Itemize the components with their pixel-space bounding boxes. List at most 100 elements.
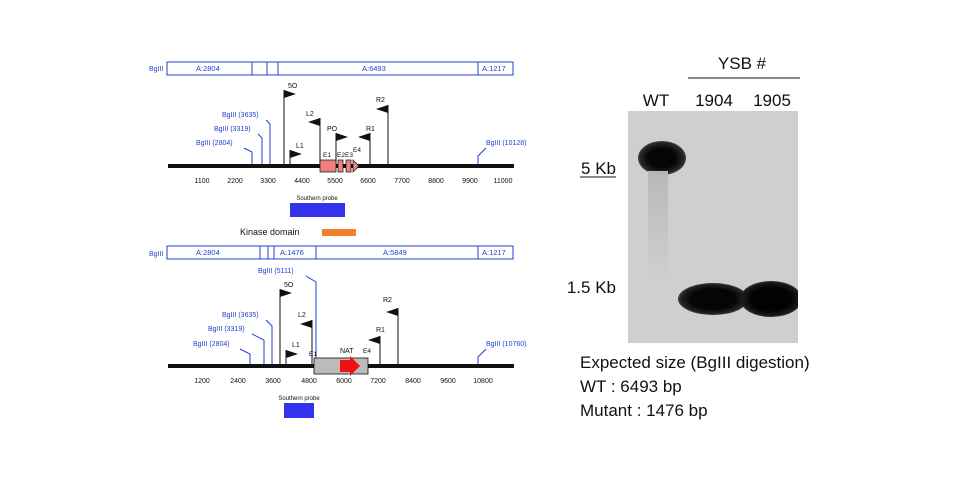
top-exon-e3 bbox=[345, 159, 352, 173]
top-exon-e1 bbox=[319, 159, 337, 173]
southern-blot-image bbox=[628, 111, 798, 343]
svg-text:5O: 5O bbox=[284, 282, 294, 289]
top-probe-label: Southern probe bbox=[296, 196, 338, 202]
bottom-primer-l1: L1 bbox=[285, 342, 300, 366]
top-segment-bar bbox=[166, 61, 514, 76]
wt-band bbox=[638, 141, 686, 175]
bottom-axis-tick: 1200 bbox=[194, 378, 210, 385]
top-exon-e2-label: E2 bbox=[337, 152, 345, 159]
bottom-axis-tick: 9600 bbox=[440, 378, 456, 385]
top-gene-map: BgIII A:2804 A:6493 A:1217 5O L2 PO R2 bbox=[149, 61, 526, 237]
bottom-exon-e1-label: E1 bbox=[309, 351, 317, 358]
nat-marker-arrow bbox=[340, 356, 360, 376]
svg-text:R1: R1 bbox=[376, 327, 385, 334]
bottom-probe-label: Southern probe bbox=[278, 396, 320, 402]
bottom-primer-l2: L2 bbox=[298, 312, 313, 366]
bottom-bar-segment-a1217: A:1217 bbox=[482, 248, 506, 257]
bottom-site-3319: BgIII (3319) bbox=[208, 326, 245, 333]
bottom-gene-map: BgIII A:2804 A:1476 A:5849 A:1217 5O L2 … bbox=[149, 245, 526, 418]
caption-line-2: WT : 6493 bp bbox=[580, 377, 682, 396]
bottom-bar-segment-a5849: A:5849 bbox=[383, 248, 407, 257]
top-southern-probe bbox=[290, 203, 345, 217]
blot-smear bbox=[648, 171, 668, 281]
top-axis-tick: 9900 bbox=[462, 178, 478, 185]
bottom-bar-bgiii-label: BgIII bbox=[149, 251, 163, 258]
bottom-axis-tick: 7200 bbox=[370, 378, 386, 385]
bottom-bar-segment-a2804: A:2804 bbox=[196, 248, 220, 257]
top-exon-e4 bbox=[352, 159, 360, 173]
top-site-2804: BgIII (2804) bbox=[196, 140, 233, 147]
svg-text:R1: R1 bbox=[366, 126, 375, 133]
lane-label-wt: WT bbox=[643, 91, 669, 110]
lane-label-1904: 1904 bbox=[695, 91, 733, 110]
bottom-bgiii-sites: BgIII (5111) BgIII (3635) BgIII (3319) B… bbox=[193, 268, 526, 366]
bottom-primer-r1: R1 bbox=[368, 327, 385, 366]
top-axis-tick: 11000 bbox=[494, 178, 513, 185]
top-exon-e2 bbox=[337, 159, 344, 173]
top-site-3635: BgIII (3635) bbox=[222, 112, 259, 119]
bottom-exon-e4-label: E4 bbox=[363, 348, 371, 355]
lane-label-1905: 1905 bbox=[753, 91, 791, 110]
top-bar-segment-a1217: A:1217 bbox=[482, 64, 506, 73]
top-bar-segment-a6493: A:6493 bbox=[362, 64, 386, 73]
ysb-header: YSB # bbox=[718, 54, 767, 73]
svg-text:R2: R2 bbox=[383, 297, 392, 304]
kinase-domain-bar bbox=[322, 229, 356, 236]
mutant-1904-band bbox=[678, 283, 748, 315]
svg-text:PO: PO bbox=[327, 126, 338, 133]
mutant-1905-band bbox=[740, 281, 798, 317]
kinase-domain-label: Kinase domain bbox=[240, 227, 300, 237]
top-axis-tick: 6600 bbox=[360, 178, 376, 185]
bottom-axis-tick: 8400 bbox=[405, 378, 421, 385]
top-primer-r1: R1 bbox=[358, 126, 375, 166]
top-primer-l1: L1 bbox=[289, 143, 304, 166]
svg-text:L2: L2 bbox=[306, 111, 314, 118]
top-axis-tick: 8800 bbox=[428, 178, 444, 185]
top-axis-tick: 1100 bbox=[194, 178, 209, 185]
top-site-10128: BgIII (10128) bbox=[486, 140, 526, 147]
top-primer-r2: R2 bbox=[376, 97, 389, 166]
size-label-1-5kb: 1.5 Kb bbox=[567, 278, 616, 297]
top-axis-tick: 7700 bbox=[394, 178, 410, 185]
top-axis-tick: 3300 bbox=[260, 178, 276, 185]
bottom-segment-bar bbox=[166, 245, 514, 260]
bottom-axis: 1200 2400 3600 4800 6000 7200 8400 9600 … bbox=[194, 378, 493, 385]
bottom-southern-probe bbox=[284, 403, 314, 418]
top-axis-tick: 4400 bbox=[294, 178, 310, 185]
svg-text:L1: L1 bbox=[292, 342, 300, 349]
top-axis: 1100 2200 3300 4400 5500 6600 7700 8800 … bbox=[194, 178, 512, 185]
bottom-axis-tick: 10800 bbox=[473, 378, 493, 385]
top-primer-l2: L2 bbox=[306, 111, 321, 166]
bottom-bar-segment-a1476: A:1476 bbox=[280, 248, 304, 257]
caption-line-3: Mutant : 1476 bp bbox=[580, 401, 708, 420]
top-axis-tick: 5500 bbox=[327, 178, 343, 185]
top-primer-5o: 5O bbox=[283, 83, 298, 166]
nat-label: NAT bbox=[340, 348, 354, 355]
top-bar-bgiii-label: BgIII bbox=[149, 66, 163, 73]
blot-labels: YSB # WT 1904 1905 5 Kb 1.5 Kb bbox=[567, 54, 800, 297]
svg-text:R2: R2 bbox=[376, 97, 385, 104]
top-site-3319: BgIII (3319) bbox=[214, 126, 251, 133]
top-axis-tick: 2200 bbox=[227, 178, 243, 185]
size-label-5kb: 5 Kb bbox=[581, 159, 616, 178]
bottom-site-5111: BgIII (5111) bbox=[258, 268, 294, 275]
svg-text:L2: L2 bbox=[298, 312, 306, 319]
bottom-site-2804: BgIII (2804) bbox=[193, 341, 230, 348]
caption-line-1: Expected size (BgIII digestion) bbox=[580, 353, 810, 372]
top-bgiii-sites: BgIII (3635) BgIII (3319) BgIII (2804) B… bbox=[196, 112, 526, 166]
top-exon-e3-label: E3 bbox=[345, 152, 353, 159]
svg-text:5O: 5O bbox=[288, 83, 298, 90]
bottom-axis-tick: 6000 bbox=[336, 378, 352, 385]
expected-size-caption: Expected size (BgIII digestion) WT : 649… bbox=[580, 351, 810, 423]
bottom-axis-tick: 2400 bbox=[230, 378, 246, 385]
bottom-primer-5o: 5O bbox=[279, 282, 294, 366]
bottom-primer-r2: R2 bbox=[383, 297, 399, 366]
top-exon-e1-label: E1 bbox=[323, 152, 331, 159]
top-exon-e4-label: E4 bbox=[353, 147, 361, 154]
bottom-axis-tick: 4800 bbox=[301, 378, 317, 385]
bottom-site-10760: BgIII (10760) bbox=[486, 341, 526, 348]
bottom-site-3635: BgIII (3635) bbox=[222, 312, 259, 319]
top-bar-segment-a2804: A:2804 bbox=[196, 64, 220, 73]
bottom-axis-tick: 3600 bbox=[265, 378, 281, 385]
